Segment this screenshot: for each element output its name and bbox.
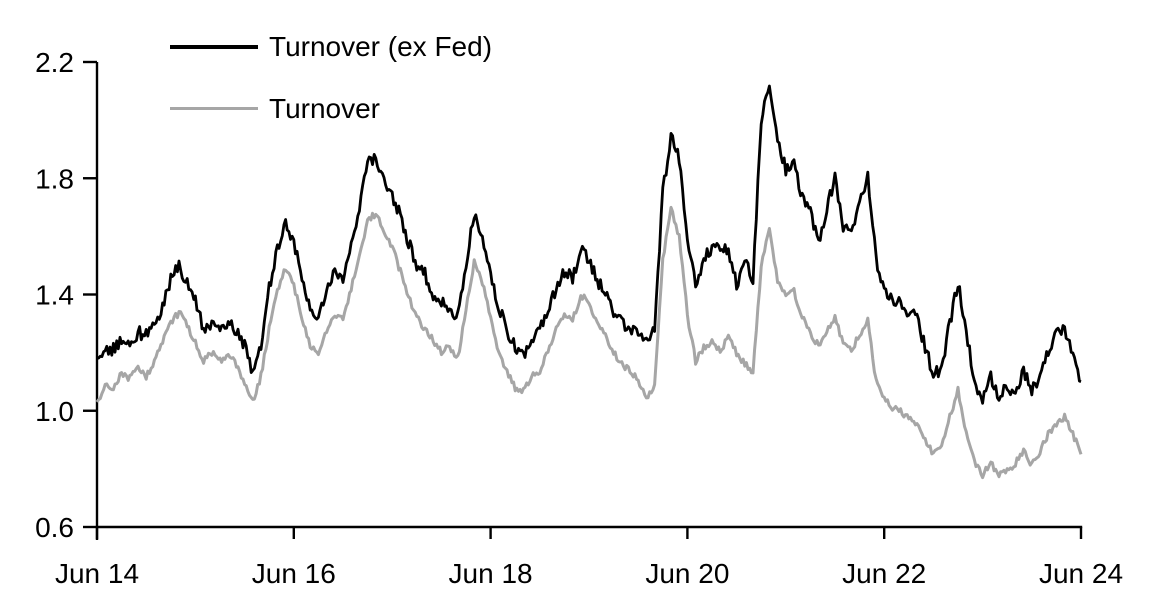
series-line-turnover: [95, 205, 1083, 480]
y-tick-label: 1.8: [35, 163, 74, 194]
y-tick-label: 2.2: [35, 47, 74, 78]
series-line-turnover-ex-fed: [96, 84, 1082, 405]
x-tick-label: Jun 16: [252, 558, 336, 589]
legend-swatch-gray-line-icon: [170, 106, 258, 111]
y-tick-label: 1.0: [35, 396, 74, 427]
x-tick-label: Jun 24: [1039, 558, 1123, 589]
x-tick-label: Jun 22: [842, 558, 926, 589]
chart-legend: Turnover (ex Fed) Turnover: [170, 29, 492, 153]
legend-swatch-black-line-icon: [170, 44, 258, 49]
legend-item-turnover-ex-fed: Turnover (ex Fed): [170, 29, 492, 64]
y-tick-label: 1.4: [35, 280, 74, 311]
y-tick-label: 0.6: [35, 512, 74, 543]
x-tick-label: Jun 20: [645, 558, 729, 589]
legend-item-turnover: Turnover: [170, 91, 492, 126]
x-tick-label: Jun 18: [449, 558, 533, 589]
legend-label-turnover-ex-fed: Turnover (ex Fed): [269, 30, 493, 62]
x-tick-label: Jun 14: [55, 558, 139, 589]
legend-label-turnover: Turnover: [269, 92, 381, 124]
